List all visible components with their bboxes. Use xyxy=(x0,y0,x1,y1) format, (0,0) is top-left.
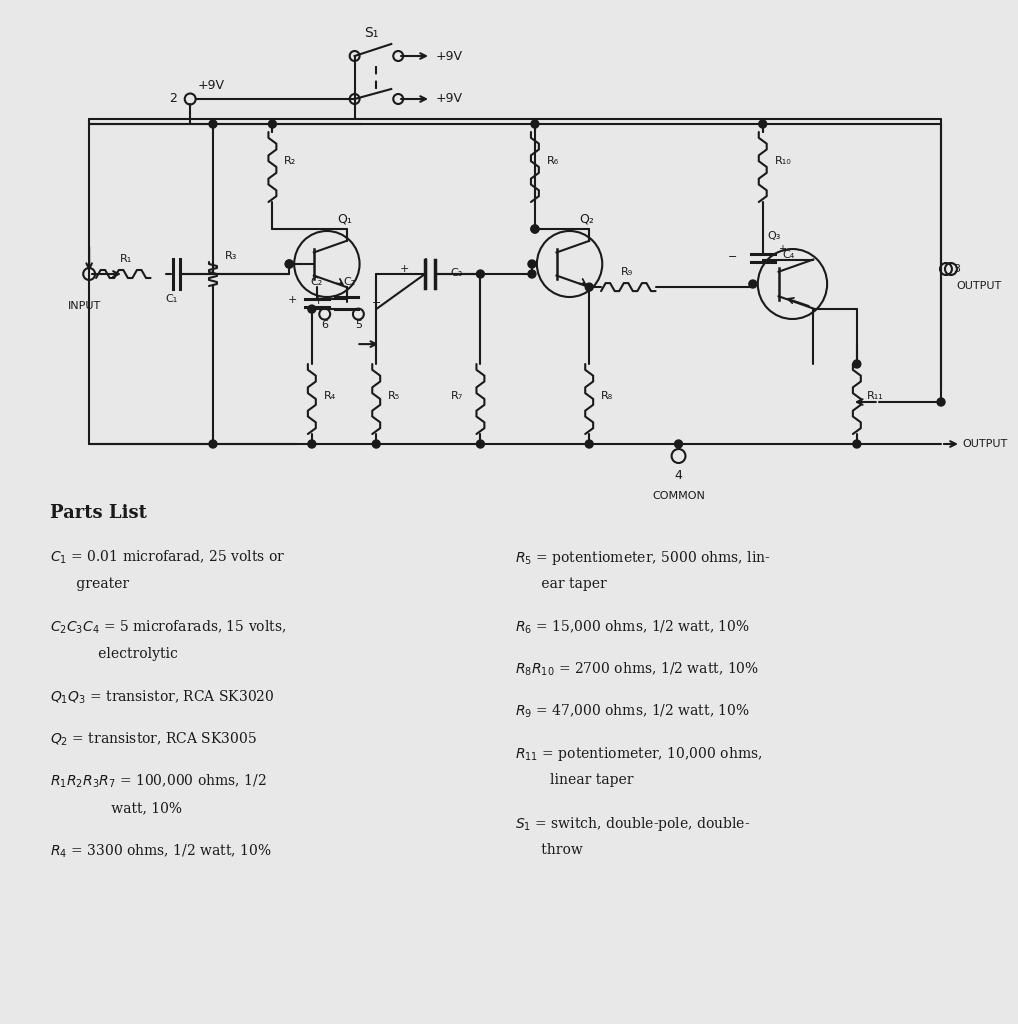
Text: 3: 3 xyxy=(953,264,960,274)
Text: −: − xyxy=(337,295,346,305)
Text: C₂: C₂ xyxy=(310,278,323,287)
Text: R₃: R₃ xyxy=(225,251,237,261)
Text: C₁: C₁ xyxy=(165,294,177,304)
Text: watt, 10%: watt, 10% xyxy=(50,801,181,815)
Circle shape xyxy=(585,440,593,449)
Text: R₇: R₇ xyxy=(451,391,463,401)
Circle shape xyxy=(307,305,316,313)
Text: S₁: S₁ xyxy=(364,26,379,40)
Circle shape xyxy=(373,440,380,449)
Text: $C_1$ = 0.01 microfarad, 25 volts or: $C_1$ = 0.01 microfarad, 25 volts or xyxy=(50,549,285,566)
Text: $R_1 R_2 R_3 R_7$ = 100,000 ohms, 1/2: $R_1 R_2 R_3 R_7$ = 100,000 ohms, 1/2 xyxy=(50,773,266,791)
Circle shape xyxy=(531,225,539,233)
Text: linear taper: linear taper xyxy=(515,773,633,787)
Circle shape xyxy=(675,440,682,449)
Text: greater: greater xyxy=(50,577,128,591)
Circle shape xyxy=(853,360,861,368)
Text: +: + xyxy=(287,295,297,305)
Text: +9V: +9V xyxy=(436,49,463,62)
Text: $R_6$ = 15,000 ohms, 1/2 watt, 10%: $R_6$ = 15,000 ohms, 1/2 watt, 10% xyxy=(515,618,750,636)
Text: +: + xyxy=(399,264,409,274)
Text: R₂: R₂ xyxy=(284,156,296,166)
Circle shape xyxy=(476,440,485,449)
Text: Q₂: Q₂ xyxy=(579,212,595,225)
Text: 4: 4 xyxy=(675,469,682,482)
Text: R₉: R₉ xyxy=(621,267,633,278)
Circle shape xyxy=(269,120,276,128)
Text: −: − xyxy=(372,298,381,308)
Text: $S_1$ = switch, double-pole, double-: $S_1$ = switch, double-pole, double- xyxy=(515,815,750,833)
Text: INPUT: INPUT xyxy=(67,301,101,311)
Circle shape xyxy=(476,270,485,278)
Text: +: + xyxy=(778,244,786,254)
Text: $R_{11}$ = potentiometer, 10,000 ohms,: $R_{11}$ = potentiometer, 10,000 ohms, xyxy=(515,745,762,763)
Text: +: + xyxy=(315,296,324,306)
Text: Parts List: Parts List xyxy=(50,504,147,522)
Circle shape xyxy=(749,280,756,288)
Text: 5: 5 xyxy=(355,321,361,330)
Text: −: − xyxy=(728,252,738,262)
Circle shape xyxy=(853,440,861,449)
Text: $R_5$ = potentiometer, 5000 ohms, lin-: $R_5$ = potentiometer, 5000 ohms, lin- xyxy=(515,549,771,567)
Text: $C_2C_3C_4$ = 5 microfarads, 15 volts,: $C_2C_3C_4$ = 5 microfarads, 15 volts, xyxy=(50,618,286,636)
Text: $Q_2$ = transistor, RCA SK3005: $Q_2$ = transistor, RCA SK3005 xyxy=(50,731,257,749)
Text: C₂: C₂ xyxy=(343,278,355,287)
Circle shape xyxy=(528,270,535,278)
Text: C₃: C₃ xyxy=(451,268,463,278)
Text: C₄: C₄ xyxy=(783,250,795,260)
Text: 2: 2 xyxy=(169,92,177,105)
Text: Q₃: Q₃ xyxy=(768,231,781,241)
Circle shape xyxy=(758,120,767,128)
Circle shape xyxy=(531,120,539,128)
Circle shape xyxy=(209,120,217,128)
Circle shape xyxy=(307,440,316,449)
Text: $R_9$ = 47,000 ohms, 1/2 watt, 10%: $R_9$ = 47,000 ohms, 1/2 watt, 10% xyxy=(515,703,750,721)
Text: OUTPUT: OUTPUT xyxy=(963,439,1008,449)
Circle shape xyxy=(209,440,217,449)
Circle shape xyxy=(585,283,593,291)
Text: R₄: R₄ xyxy=(324,391,336,401)
Circle shape xyxy=(528,260,535,268)
Text: $R_8 R_{10}$ = 2700 ohms, 1/2 watt, 10%: $R_8 R_{10}$ = 2700 ohms, 1/2 watt, 10% xyxy=(515,662,759,678)
Text: R₈: R₈ xyxy=(601,391,613,401)
Text: R₅: R₅ xyxy=(388,391,400,401)
Text: COMMON: COMMON xyxy=(653,490,705,501)
Text: ear taper: ear taper xyxy=(515,577,607,591)
Text: R₁₁: R₁₁ xyxy=(866,391,884,401)
Text: throw: throw xyxy=(515,843,583,857)
Circle shape xyxy=(285,260,293,268)
Text: $Q_1Q_3$ = transistor, RCA SK3020: $Q_1Q_3$ = transistor, RCA SK3020 xyxy=(50,689,274,707)
Text: +9V: +9V xyxy=(199,79,225,92)
Text: electrolytic: electrolytic xyxy=(50,647,177,662)
Circle shape xyxy=(285,260,293,268)
Circle shape xyxy=(938,398,945,406)
Text: R₁₀: R₁₀ xyxy=(775,156,791,166)
Text: +9V: +9V xyxy=(436,92,463,105)
Text: 6: 6 xyxy=(322,321,328,330)
Text: OUTPUT: OUTPUT xyxy=(956,281,1001,291)
Text: Q₁: Q₁ xyxy=(337,212,351,225)
Text: R₁: R₁ xyxy=(120,254,132,264)
Text: $R_4$ = 3300 ohms, 1/2 watt, 10%: $R_4$ = 3300 ohms, 1/2 watt, 10% xyxy=(50,843,271,860)
Text: R₆: R₆ xyxy=(547,156,559,166)
Circle shape xyxy=(531,225,539,233)
